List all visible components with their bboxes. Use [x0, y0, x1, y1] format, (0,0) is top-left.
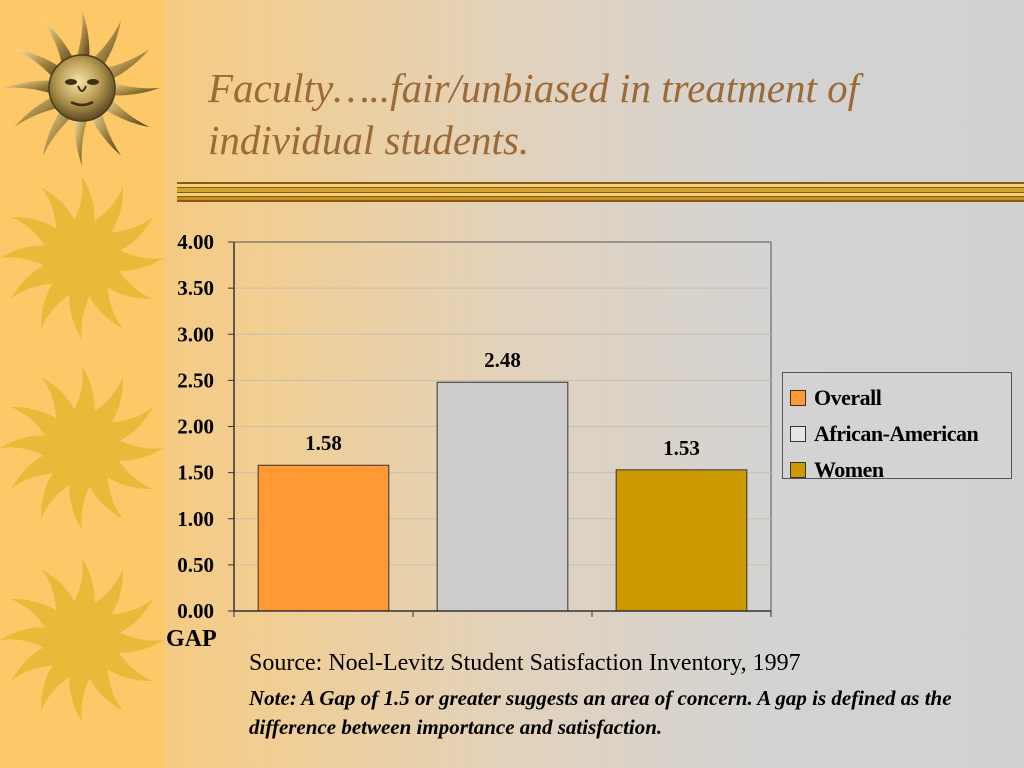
- legend-item-african-american: African-American: [790, 416, 1011, 452]
- sun-icon: [0, 176, 164, 340]
- legend-swatch-overall: [790, 390, 806, 406]
- legend-label-overall: Overall: [814, 385, 882, 410]
- sun-icon: [0, 366, 164, 530]
- data-label-african-american: 2.48: [484, 348, 521, 372]
- sun-icon: [0, 558, 164, 722]
- chart-legend: Overall African-American Women: [782, 372, 1012, 482]
- sun-decorations: [0, 10, 164, 722]
- y-tick-label: 0.00: [177, 599, 214, 623]
- legend-label-women: Women: [814, 457, 884, 482]
- sun-face-icon: [4, 10, 160, 166]
- y-tick-label: 3.50: [177, 276, 214, 300]
- bar-african-american: [436, 381, 569, 612]
- title-divider: [177, 182, 1024, 202]
- y-tick-label: 2.50: [177, 368, 214, 392]
- legend-swatch-women: [790, 462, 806, 478]
- legend-swatch-african-american: [790, 426, 806, 442]
- legend-item-women: Women: [790, 452, 1011, 488]
- y-tick-label: 0.50: [177, 553, 214, 577]
- y-tick-label: 1.50: [177, 461, 214, 485]
- left-decoration-strip: [0, 0, 165, 768]
- data-label-women: 1.53: [663, 436, 700, 460]
- data-label-overall: 1.58: [305, 431, 342, 455]
- y-tick-label: 4.00: [177, 230, 214, 254]
- legend-item-overall: Overall: [790, 380, 1011, 416]
- source-citation: Source: Noel-Levitz Student Satisfaction…: [249, 650, 801, 676]
- y-tick-label: 3.00: [177, 322, 214, 346]
- y-axis-label: GAP: [166, 626, 217, 652]
- legend-label-african-american: African-American: [814, 421, 979, 446]
- y-tick-label: 1.00: [177, 507, 214, 531]
- y-tick-label: 2.00: [177, 415, 214, 439]
- slide-title: Faculty…..fair/unbiased in treatment of …: [208, 65, 859, 163]
- footnote: Note: A Gap of 1.5 or greater suggests a…: [249, 686, 952, 739]
- bar-women: [615, 469, 748, 612]
- bar-overall: [257, 464, 390, 612]
